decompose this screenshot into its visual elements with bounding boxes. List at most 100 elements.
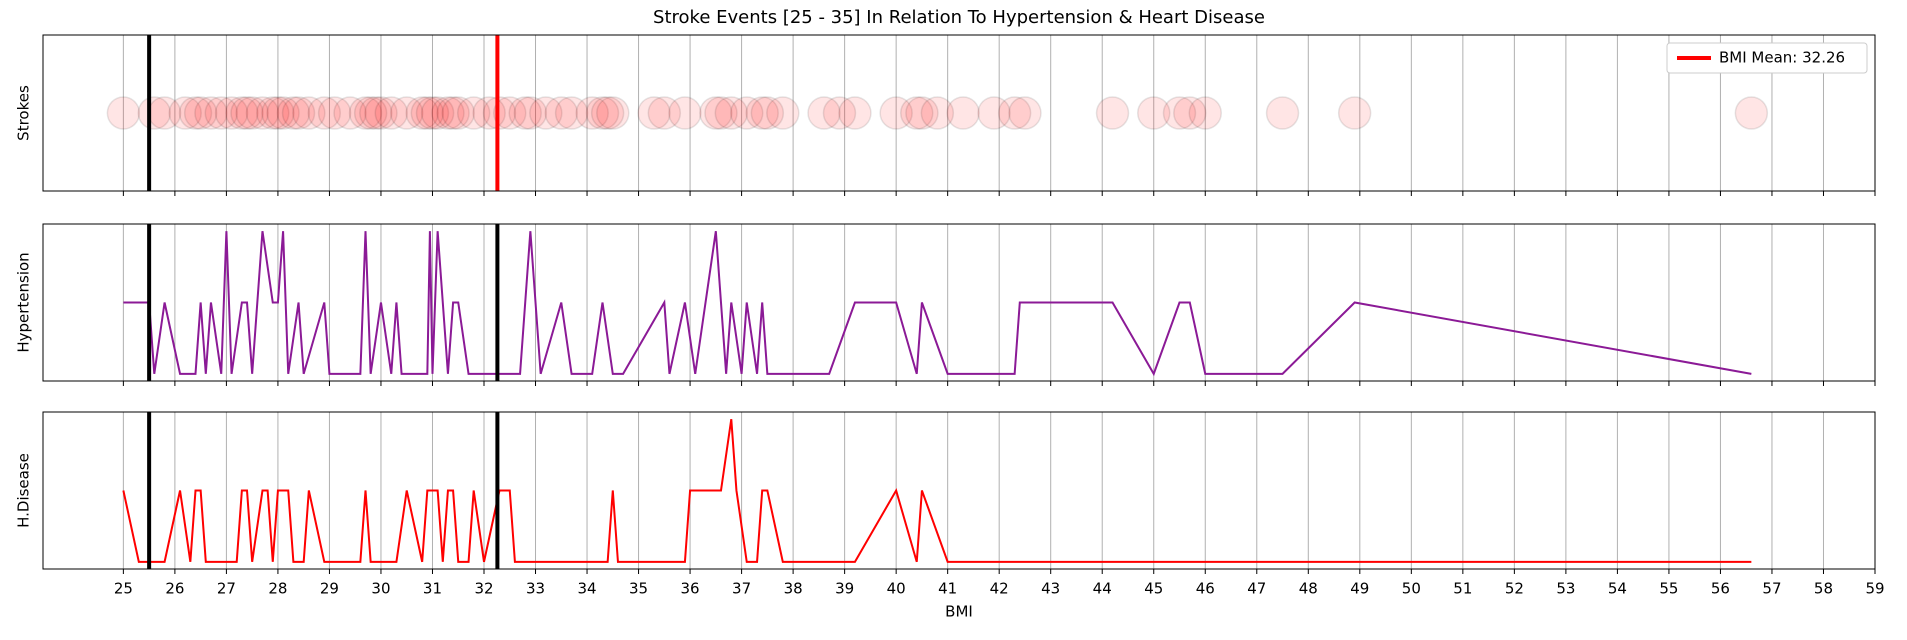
stroke-point [838,96,872,130]
stroke-point [410,96,445,130]
stroke-point [1265,96,1300,130]
plot-frame [42,411,1876,570]
stroke-point [905,96,939,130]
stroke-point [977,96,1011,130]
y-axis-label: Hypertension [15,252,33,352]
x-tick-label: 46 [1196,580,1215,598]
stroke-point [946,96,980,130]
stroke-point [1162,96,1197,130]
stroke-point [822,96,857,130]
stroke-point [137,96,172,130]
stroke-point [225,96,259,130]
stroke-point [647,96,682,130]
x-tick-label: 29 [320,580,339,598]
stroke-point [194,96,228,130]
x-tick-label: 27 [217,580,236,598]
stroke-point [214,96,249,130]
x-tick-label: 53 [1556,580,1575,598]
stroke-point [1136,96,1171,130]
stroke-point [359,96,393,130]
x-tick-label: 40 [887,580,906,598]
stroke-point [281,96,316,130]
stroke-point [900,96,934,130]
x-tick-label: 57 [1762,580,1781,598]
stroke-point [1173,96,1207,130]
stroke-point [1188,96,1223,130]
stroke-point [431,96,465,130]
stroke-point [590,96,625,130]
data-line [122,418,1752,563]
x-tick-label: 30 [371,580,390,598]
stroke-point [405,96,439,130]
stroke-point [261,96,295,130]
x-tick-label: 51 [1453,580,1472,598]
x-tick-label: 45 [1144,580,1163,598]
stroke-point [106,96,141,130]
stroke-point [420,96,455,130]
stroke-point [575,96,609,130]
x-tick-label: 32 [474,580,493,598]
stroke-point [513,96,548,130]
x-tick-label: 55 [1659,580,1678,598]
stroke-point [529,96,563,130]
legend-box [1666,42,1868,74]
stroke-point [1337,96,1372,130]
x-tick-label: 43 [1041,580,1060,598]
x-tick-label: 47 [1247,580,1266,598]
stroke-point [374,96,409,130]
stroke-point [750,96,785,130]
stroke-point [235,96,269,130]
stroke-point [183,96,218,130]
stroke-point [307,96,342,130]
x-tick-label: 28 [268,580,287,598]
stroke-point [699,96,733,130]
x-tick-label: 39 [835,580,854,598]
stroke-point [879,96,913,130]
stroke-point [415,96,450,130]
x-tick-label: 26 [165,580,184,598]
x-tick-label: 31 [423,580,442,598]
legend: BMI Mean: 32.26 [1666,42,1868,74]
x-tick-label: 56 [1711,580,1730,598]
stroke-point [292,96,326,130]
x-tick-label: 25 [114,580,133,598]
x-tick-label: 54 [1608,580,1627,598]
stroke-point [745,96,779,130]
x-tick-label: 35 [629,580,648,598]
stroke-point [441,96,475,130]
x-tick-label: 52 [1505,580,1524,598]
x-tick-label: 44 [1093,580,1112,598]
stroke-point [554,96,589,130]
x-tick-label: 42 [990,580,1009,598]
stroke-point [353,96,388,130]
stroke-point [997,96,1032,130]
stroke-point [714,96,749,130]
x-tick-label: 48 [1299,580,1318,598]
x-tick-label: 37 [732,580,751,598]
stroke-point [389,96,424,130]
stroke-point [596,96,630,130]
stroke-point [436,96,470,130]
stroke-point [456,96,491,130]
stroke-point [230,96,264,130]
x-tick-label: 49 [1350,580,1369,598]
stroke-point [266,96,300,130]
stroke-point [317,96,352,130]
y-axis-label: Strokes [15,85,33,141]
x-tick-label: 50 [1402,580,1421,598]
stroke-point [364,96,398,130]
stroke-point [920,96,955,130]
plot-frame [42,34,1876,192]
stroke-point [493,96,527,130]
stroke-point [544,96,579,130]
stroke-point [1095,96,1130,130]
chart-title: Stroke Events [25 - 35] In Relation To H… [653,7,1265,28]
data-line [123,230,1752,377]
x-tick-label: 36 [681,580,700,598]
stroke-point [178,96,213,130]
stroke-point [508,96,542,130]
stroke-point [245,96,280,130]
stroke-point [256,96,290,130]
stroke-point [1008,96,1042,130]
stroke-point [1734,96,1769,130]
